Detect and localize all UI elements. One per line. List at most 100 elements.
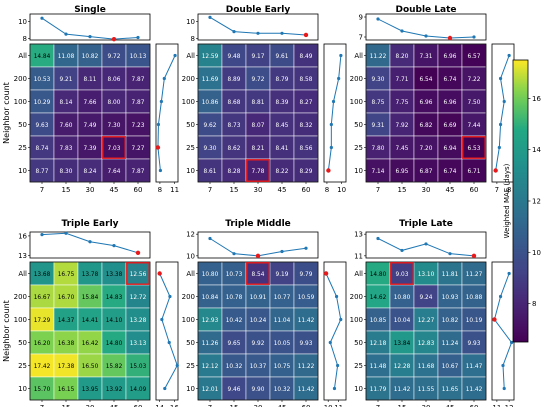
- x-tick-label: 60: [134, 186, 143, 194]
- heatmap-cell-label: 10.24: [250, 318, 267, 324]
- heatmap-cell-label: 12.56: [130, 272, 147, 278]
- heatmap-cell-label: 9.17: [252, 54, 265, 60]
- y-tick-label: 200: [14, 293, 27, 301]
- panel-triple-early: Triple Early 13 16 13.68 16.75 13.78 13.38 12.5…: [2, 219, 179, 407]
- heatmap-cell-label: 11.48: [370, 364, 387, 370]
- heatmap-cell-label: 14.80: [370, 272, 387, 278]
- right-marginal-point: [337, 76, 341, 81]
- heatmap-cell-label: 11.08: [58, 54, 75, 60]
- y-tick-label: All: [186, 52, 195, 60]
- heatmap-cell-label: 11.42: [466, 387, 483, 393]
- heatmap-cell-label: 7.87: [132, 100, 145, 106]
- heatmap-cell-label: 11.69: [202, 77, 219, 83]
- heatmap-cell-label: 7.66: [84, 100, 97, 106]
- colorbar-tick-label: 8: [532, 300, 536, 308]
- heatmap-cell-label: 9.21: [60, 77, 73, 83]
- heatmap-cell-label: 14.41: [82, 318, 99, 324]
- heatmap-cell-label: 10.77: [274, 295, 291, 301]
- heatmap-cell-label: 11.42: [298, 387, 315, 393]
- x-tick-label: 7: [376, 186, 380, 194]
- top-marginal-point: [424, 242, 428, 246]
- panel-double-early: Double Early 8 10 12.59 9.48 9.17 9.61 8.49 11.6…: [182, 5, 347, 194]
- heatmap-cell-label: 10.13: [130, 54, 147, 60]
- x-tick-label: 30: [422, 404, 431, 407]
- heatmap-cell-label: 12.18: [370, 341, 387, 347]
- heatmap-cell-label: 11.24: [442, 341, 459, 347]
- x-tick-label: 15: [62, 404, 71, 407]
- top-marginal-point: [280, 249, 284, 254]
- x-tick-label: 45: [278, 186, 287, 194]
- right-marginal-tick-label: 10: [324, 404, 333, 407]
- heatmap-cell-label: 6.95: [396, 169, 409, 175]
- heatmap-cell-label: 14.84: [34, 54, 51, 60]
- x-tick-label: 15: [230, 186, 239, 194]
- heatmap-cell-label: 10.86: [202, 100, 219, 106]
- heatmap-cell-label: 13.28: [130, 318, 147, 324]
- top-marginal-point: [88, 240, 92, 244]
- best-cell-highlight: [126, 262, 150, 285]
- top-marginal-frame: [365, 231, 487, 259]
- heatmap-cell-label: 9.93: [468, 341, 481, 347]
- heatmap-cell-label: 10.19: [466, 318, 483, 324]
- heatmap-cell-label: 12.28: [394, 364, 411, 370]
- heatmap-cell-label: 8.39: [276, 100, 289, 106]
- panel-title: Triple Early: [61, 219, 118, 229]
- top-marginal-tick-label: 7: [359, 34, 363, 42]
- colorbar: 8 10 12 14 16 Weighted MAE (days): [503, 59, 541, 343]
- heatmap-cell-label: 6.96: [444, 54, 457, 60]
- x-tick-label: 60: [302, 404, 311, 407]
- heatmap-cell-label: 6.74: [444, 169, 457, 175]
- top-marginal-point: [232, 30, 236, 34]
- right-marginal-point: [336, 363, 340, 368]
- heatmap-cell-label: 9.48: [228, 54, 241, 60]
- y-tick-label: 10: [186, 167, 195, 175]
- heatmap-cell-label: 6.54: [420, 77, 433, 83]
- heatmap-cell-label: 10.82: [82, 54, 99, 60]
- heatmap-cell-label: 8.75: [372, 100, 385, 106]
- y-tick-label: 100: [350, 98, 363, 106]
- right-marginal-point: [498, 76, 503, 81]
- heatmap-cell-label: 6.53: [468, 146, 481, 152]
- y-tick-label: 50: [354, 339, 363, 347]
- x-tick-label: 30: [254, 404, 263, 407]
- heatmap-cell-label: 9.30: [204, 146, 217, 152]
- panel-title: Single: [74, 5, 106, 15]
- x-tick-label: 7: [208, 186, 212, 194]
- heatmap-cell-label: 10.67: [442, 364, 459, 370]
- heatmap-cell-label: 16.67: [34, 295, 51, 301]
- right-marginal-point: [498, 294, 503, 299]
- heatmap-cell-label: 15.82: [106, 364, 123, 370]
- best-cell-highlight: [102, 136, 126, 159]
- top-marginal-point: [280, 31, 284, 35]
- top-marginal-min-point: [135, 250, 141, 255]
- right-marginal-tick-label: 12: [505, 404, 514, 407]
- top-marginal-point: [232, 252, 236, 256]
- heatmap-cell-label: 10.29: [34, 100, 51, 106]
- heatmap-cell-label: 10.37: [250, 364, 267, 370]
- heatmap-cell-label: 9.92: [252, 341, 265, 347]
- x-tick-label: 15: [398, 404, 407, 407]
- right-marginal-point: [175, 363, 179, 368]
- top-marginal-point: [448, 252, 452, 256]
- right-marginal-line: [495, 55, 510, 171]
- x-tick-label: 7: [40, 404, 44, 407]
- heatmap-cell-label: 10.80: [202, 272, 219, 278]
- heatmap-cell-label: 10.80: [394, 295, 411, 301]
- heatmap-cell-label: 8.11: [84, 77, 97, 83]
- heatmap-cell-label: 9.61: [276, 54, 289, 60]
- heatmap-cell-label: 6.57: [468, 54, 481, 60]
- right-marginal-frame: [155, 43, 179, 183]
- heatmap-cell-label: 7.75: [396, 100, 409, 106]
- right-marginal-point: [502, 99, 506, 104]
- top-marginal-tick-label: 8: [23, 35, 27, 43]
- y-tick-label: 200: [182, 75, 195, 83]
- top-marginal-min-point: [255, 253, 261, 259]
- top-marginal-point: [208, 15, 212, 19]
- top-marginal-tick-label: 10: [186, 252, 195, 260]
- heatmap-cell-label: 7.92: [396, 123, 409, 129]
- heatmap-cell-label: 7.49: [84, 123, 97, 129]
- y-tick-label: 50: [18, 339, 27, 347]
- y-tick-label: 10: [186, 385, 195, 393]
- top-marginal-tick-label: 11: [354, 252, 363, 260]
- x-tick-label: 45: [278, 404, 287, 407]
